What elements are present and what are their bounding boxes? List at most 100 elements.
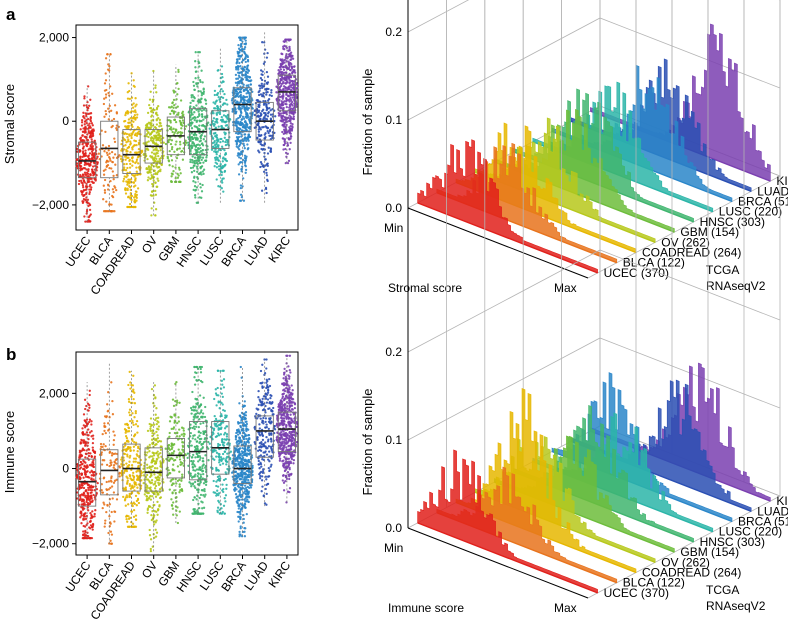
- data-point: [152, 523, 156, 526]
- data-point: [173, 90, 176, 93]
- data-point: [167, 159, 170, 162]
- data-point: [283, 140, 286, 143]
- data-point: [214, 424, 217, 427]
- data-point: [238, 199, 242, 202]
- data-point: [148, 169, 152, 172]
- data-point: [266, 51, 269, 55]
- data-point: [86, 492, 90, 495]
- data-point: [221, 383, 224, 386]
- data-point: [236, 460, 240, 463]
- data-point: [170, 154, 173, 158]
- data-point: [173, 431, 177, 435]
- data-point: [124, 158, 127, 161]
- beeswarm-plot: [72, 24, 299, 234]
- data-point: [112, 464, 116, 467]
- data-point: [156, 143, 159, 147]
- data-point: [269, 134, 273, 137]
- data-point: [91, 465, 95, 468]
- data-point: [288, 47, 291, 50]
- data-point: [201, 92, 204, 95]
- data-point: [136, 486, 139, 489]
- data-point: [83, 398, 87, 401]
- data-point: [212, 145, 215, 148]
- data-point: [295, 102, 298, 105]
- data-point: [240, 47, 244, 51]
- data-point: [190, 146, 193, 150]
- data-point: [195, 468, 199, 471]
- data-point: [240, 82, 244, 85]
- data-point: [136, 450, 139, 453]
- data-point: [82, 486, 86, 490]
- data-point: [88, 526, 91, 529]
- data-point: [131, 502, 134, 506]
- data-point: [197, 430, 201, 433]
- data-point: [242, 142, 245, 145]
- y-tick-label: 0: [62, 462, 69, 476]
- data-point: [124, 496, 128, 499]
- data-point: [80, 503, 83, 506]
- data-point: [180, 433, 183, 436]
- data-point: [80, 121, 84, 124]
- data-point: [245, 76, 248, 79]
- data-point: [242, 144, 246, 147]
- data-point: [124, 113, 127, 117]
- beeswarm-plot: [72, 351, 299, 559]
- data-point: [193, 496, 196, 499]
- data-point: [80, 500, 84, 503]
- data-point: [268, 94, 271, 97]
- data-point: [266, 107, 269, 110]
- data-point: [87, 452, 90, 455]
- data-point: [214, 146, 218, 149]
- data-point: [241, 446, 244, 450]
- data-point: [131, 125, 134, 128]
- data-point: [258, 134, 261, 138]
- panel-a: a Stromal score −2,000 0 2,000 UCEC BLCA…: [2, 0, 788, 297]
- data-point: [248, 121, 252, 125]
- data-point: [103, 89, 107, 92]
- data-point: [106, 68, 110, 71]
- data-point: [150, 438, 154, 441]
- data-point: [290, 79, 294, 83]
- data-point: [179, 131, 182, 134]
- data-point: [149, 494, 152, 498]
- data-point: [156, 427, 159, 430]
- data-point: [134, 116, 137, 120]
- data-point: [217, 159, 220, 162]
- data-point: [122, 177, 126, 181]
- swarm-ucec: [75, 389, 99, 540]
- data-point: [261, 109, 264, 113]
- data-point: [103, 150, 106, 153]
- data-point: [201, 142, 204, 145]
- data-point: [110, 533, 114, 536]
- data-point: [194, 66, 197, 69]
- data-point: [193, 463, 196, 466]
- data-point: [242, 117, 246, 120]
- data-point: [195, 136, 198, 139]
- z-tick-label: 0.1: [385, 113, 402, 127]
- data-point: [140, 471, 143, 474]
- data-point: [136, 125, 140, 129]
- data-point: [156, 475, 160, 478]
- data-point: [238, 57, 241, 61]
- data-point: [251, 103, 254, 106]
- data-point: [201, 81, 204, 84]
- data-point: [190, 111, 193, 114]
- data-point: [84, 112, 87, 115]
- data-point: [195, 119, 199, 122]
- data-point: [238, 148, 241, 151]
- data-point: [261, 86, 264, 89]
- data-point: [82, 476, 85, 479]
- data-point: [155, 407, 158, 410]
- box: [77, 458, 97, 507]
- data-point: [179, 133, 182, 136]
- data-point: [149, 194, 153, 197]
- data-point: [202, 472, 205, 476]
- data-point: [238, 36, 241, 39]
- data-point: [146, 171, 149, 174]
- data-point: [122, 471, 126, 474]
- data-point: [155, 149, 158, 152]
- data-point: [189, 118, 193, 122]
- data-point: [134, 132, 137, 135]
- data-point: [235, 118, 238, 121]
- data-point: [132, 196, 136, 199]
